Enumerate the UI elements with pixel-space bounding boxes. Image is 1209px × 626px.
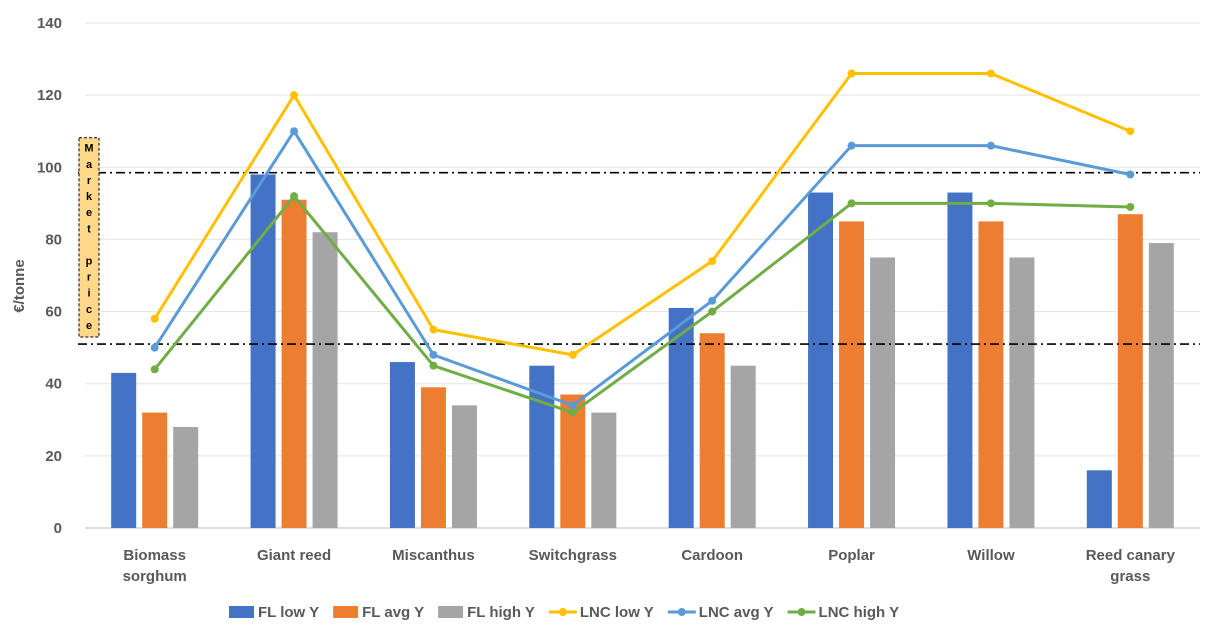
- legend-entry: FL avg Y: [362, 604, 424, 621]
- line-point: [150, 365, 159, 374]
- y-tick-label: 120: [37, 87, 62, 104]
- y-axis-label: €/tonne: [11, 259, 28, 312]
- category-label: Switchgrass: [529, 547, 617, 564]
- line-point: [290, 192, 299, 201]
- bar: [111, 372, 137, 528]
- series-line: [153, 72, 1131, 357]
- legend-marker: [677, 608, 686, 616]
- bar: [839, 221, 865, 528]
- category-label: Poplar: [828, 547, 875, 564]
- line-point: [429, 361, 438, 370]
- bar: [1148, 243, 1174, 529]
- line-point: [986, 199, 995, 208]
- bar: [451, 405, 477, 528]
- bar: [560, 394, 586, 528]
- bar: [312, 232, 338, 528]
- bar: [1117, 214, 1143, 528]
- legend-entry: FL low Y: [258, 604, 319, 621]
- bar: [808, 192, 834, 529]
- legend-swatch: [333, 606, 359, 618]
- bar: [1009, 257, 1035, 528]
- bar: [173, 427, 199, 528]
- line-point: [708, 257, 717, 266]
- legend-swatch: [229, 606, 254, 618]
- bar: [699, 333, 725, 528]
- y-tick-label: 140: [37, 15, 62, 32]
- line-point: [290, 127, 299, 136]
- series-line: [153, 194, 1131, 415]
- line-point: [847, 141, 856, 150]
- category-label: Biomass: [123, 547, 186, 564]
- category-label: Willow: [967, 547, 1015, 564]
- line-point: [1126, 170, 1135, 179]
- line-point: [708, 307, 717, 316]
- legend-entry: FL high Y: [467, 604, 535, 621]
- legend-swatch: [438, 606, 464, 618]
- bar: [978, 221, 1004, 528]
- line-point: [847, 69, 856, 78]
- bar: [1086, 470, 1112, 528]
- line-point: [568, 401, 577, 410]
- y-tick-label: 80: [45, 231, 62, 248]
- category-label: Cardoon: [681, 547, 743, 564]
- bar: [591, 412, 617, 528]
- line-point: [986, 141, 995, 150]
- category-label: grass: [1110, 568, 1150, 585]
- line-point: [429, 350, 438, 359]
- line-point: [1126, 202, 1135, 211]
- bar: [250, 174, 276, 528]
- legend-marker: [558, 608, 567, 616]
- line-point: [150, 314, 159, 323]
- bar: [947, 192, 973, 529]
- line-point: [847, 199, 856, 208]
- category-label: Miscanthus: [392, 547, 475, 564]
- series-lines: [150, 69, 1135, 417]
- bar: [389, 362, 415, 528]
- bar: [870, 257, 896, 528]
- line-point: [1126, 127, 1135, 136]
- y-tick-label: 60: [45, 304, 62, 321]
- bar: [730, 365, 756, 528]
- bar: [420, 387, 446, 528]
- line-point: [429, 325, 438, 334]
- y-tick-label: 100: [37, 159, 62, 176]
- category-label: Reed canary: [1086, 547, 1176, 564]
- line-point: [150, 343, 159, 352]
- bar: [281, 199, 307, 528]
- category-labels: Biomass sorghum Giant reed Miscanthus Switch…: [123, 547, 1176, 585]
- bars: [111, 174, 1174, 529]
- legend-entry: LNC low Y: [580, 604, 654, 621]
- line-point: [986, 69, 995, 78]
- line-point: [290, 91, 299, 100]
- y-tick-label: 0: [54, 520, 62, 537]
- market-price-lines: [78, 171, 1200, 345]
- line-point: [708, 296, 717, 305]
- y-tick-label: 20: [45, 448, 62, 465]
- legend-entry: LNC high Y: [819, 604, 900, 621]
- legend-marker: [797, 608, 806, 616]
- line-point: [568, 408, 577, 417]
- line-point: [568, 350, 577, 359]
- category-label: Giant reed: [257, 547, 331, 564]
- category-label: sorghum: [123, 568, 187, 585]
- y-tick-label: 40: [45, 376, 62, 393]
- legend-entry: LNC avg Y: [699, 604, 774, 621]
- series-line: [153, 129, 1131, 407]
- y-axis-ticks: 0 20 40 60 80 100 120 140: [37, 15, 62, 537]
- market-price-label-box: [78, 137, 100, 338]
- bar: [142, 412, 168, 528]
- legend: FL low Y FL avg Y FL high Y LNC low Y LNC av…: [229, 604, 899, 621]
